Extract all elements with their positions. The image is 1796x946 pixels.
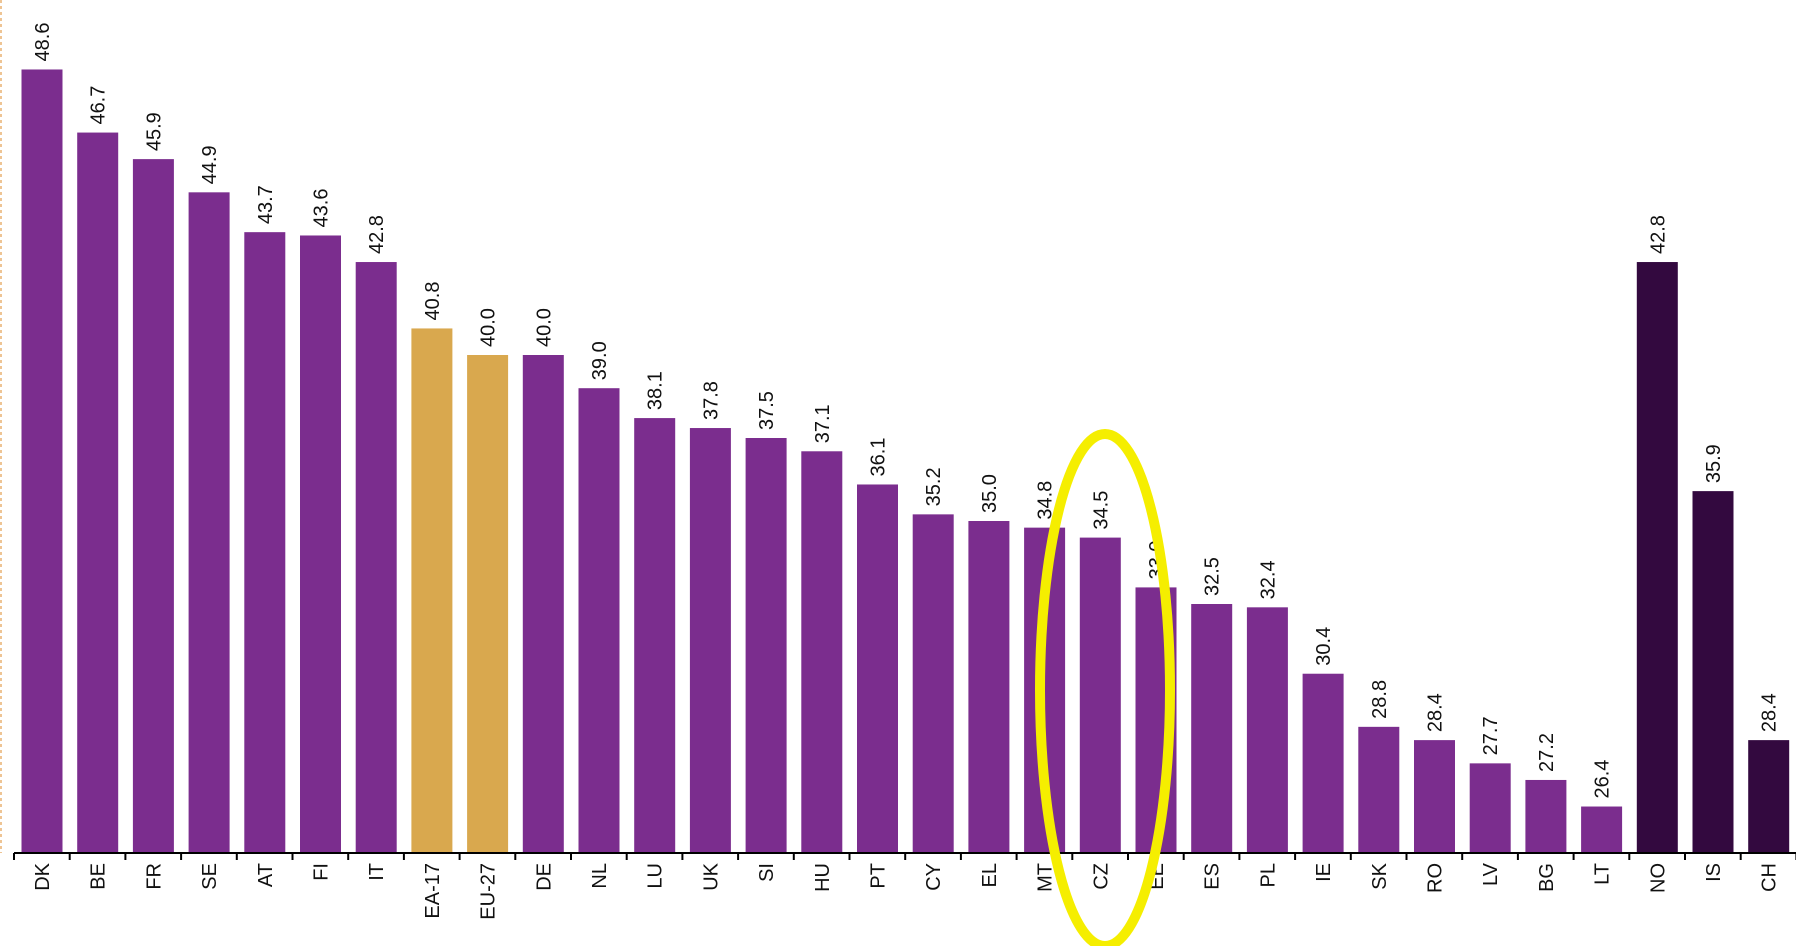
bar (745, 438, 787, 853)
bar (634, 418, 676, 853)
bar (1636, 262, 1678, 853)
x-tick-label: IT (366, 863, 388, 881)
value-label: 48.6 (32, 23, 54, 62)
x-tick-label: ES (1202, 863, 1224, 890)
x-tick-label: FR (143, 863, 165, 890)
bar (1692, 491, 1734, 853)
x-tick-label: LU (645, 863, 667, 889)
x-tick-label: RO (1425, 863, 1447, 893)
value-label: 28.4 (1425, 693, 1447, 732)
x-tick-label: BE (88, 863, 110, 890)
value-label: 34.5 (1090, 491, 1112, 530)
value-label: 36.1 (868, 438, 890, 477)
x-tick-label: SI (756, 863, 778, 882)
value-label: 32.4 (1257, 560, 1279, 599)
bar (1079, 537, 1121, 853)
bar (1191, 604, 1233, 853)
bar (1358, 726, 1400, 853)
value-label: 45.9 (143, 112, 165, 151)
x-tick-label: CZ (1090, 863, 1112, 890)
x-tick-label: MT (1035, 863, 1057, 892)
value-label: 42.8 (366, 215, 388, 254)
bar (689, 428, 731, 853)
bar (1414, 740, 1455, 853)
x-tick-label: BG (1536, 863, 1558, 892)
bar (188, 192, 230, 853)
x-tick-label: IE (1313, 863, 1335, 882)
bar (1525, 779, 1567, 853)
x-tick-label: HU (812, 863, 834, 892)
x-tick-label: CY (923, 863, 945, 891)
value-label: 40.8 (422, 282, 444, 321)
bar (857, 484, 898, 853)
x-tick-label: DE (533, 863, 555, 891)
bar (467, 355, 509, 853)
x-tick-label: CH (1759, 863, 1781, 892)
x-tick-label: PL (1257, 863, 1279, 887)
value-label: 35.9 (1703, 444, 1725, 483)
bar (355, 262, 397, 853)
value-label: 37.8 (700, 381, 722, 420)
value-label: 26.4 (1592, 760, 1614, 799)
x-tick-label: FI (311, 863, 333, 881)
value-label: 32.5 (1202, 557, 1224, 596)
x-tick-label: EA-17 (422, 863, 444, 919)
value-label: 27.7 (1480, 716, 1502, 755)
x-tick-label: SK (1369, 862, 1391, 889)
bar (77, 132, 119, 853)
bar (968, 521, 1010, 853)
x-tick-label: DK (32, 862, 54, 890)
value-label: 40.0 (533, 308, 555, 347)
bar (132, 159, 174, 853)
x-tick-label: LV (1480, 862, 1502, 886)
x-tick-label: EL (979, 863, 1001, 887)
value-label: 43.6 (311, 189, 333, 228)
x-tick-label: UK (700, 862, 722, 890)
value-label: 39.0 (589, 341, 611, 380)
bar (1469, 763, 1511, 853)
value-label: 44.9 (199, 145, 221, 184)
value-label: 46.7 (88, 86, 110, 125)
value-label: 35.2 (923, 467, 945, 506)
bar (1748, 740, 1790, 853)
value-label: 35.0 (979, 474, 1001, 513)
x-tick-label: AT (255, 863, 277, 887)
bar (300, 235, 341, 854)
value-label: 37.5 (756, 391, 778, 430)
x-tick-label: PT (868, 863, 890, 889)
value-label: 42.8 (1647, 215, 1669, 254)
value-label: 43.7 (255, 185, 277, 224)
bar (1246, 607, 1288, 853)
value-label: 34.8 (1035, 481, 1057, 520)
bar (912, 514, 954, 853)
bar (522, 355, 564, 853)
value-label: 28.8 (1369, 680, 1391, 719)
value-label: 30.4 (1313, 627, 1335, 666)
bar (411, 328, 453, 853)
value-label: 38.1 (645, 371, 667, 410)
bar (801, 451, 843, 853)
bar (578, 388, 620, 853)
value-label: 37.1 (812, 404, 834, 443)
bar (1581, 806, 1623, 853)
x-tick-label: LT (1592, 863, 1614, 885)
bar (244, 232, 286, 853)
highlight-ellipse (1035, 429, 1175, 946)
x-tick-label: EU-27 (478, 863, 500, 920)
x-tick-label: NO (1647, 863, 1669, 893)
x-tick-label: SE (199, 863, 221, 890)
bar (1302, 673, 1344, 853)
value-label: 40.0 (478, 308, 500, 347)
bar (21, 69, 63, 854)
x-tick-label: NL (589, 863, 611, 889)
value-label: 27.2 (1536, 733, 1558, 772)
value-label: 28.4 (1759, 693, 1781, 732)
x-tick-label: IS (1703, 863, 1725, 882)
